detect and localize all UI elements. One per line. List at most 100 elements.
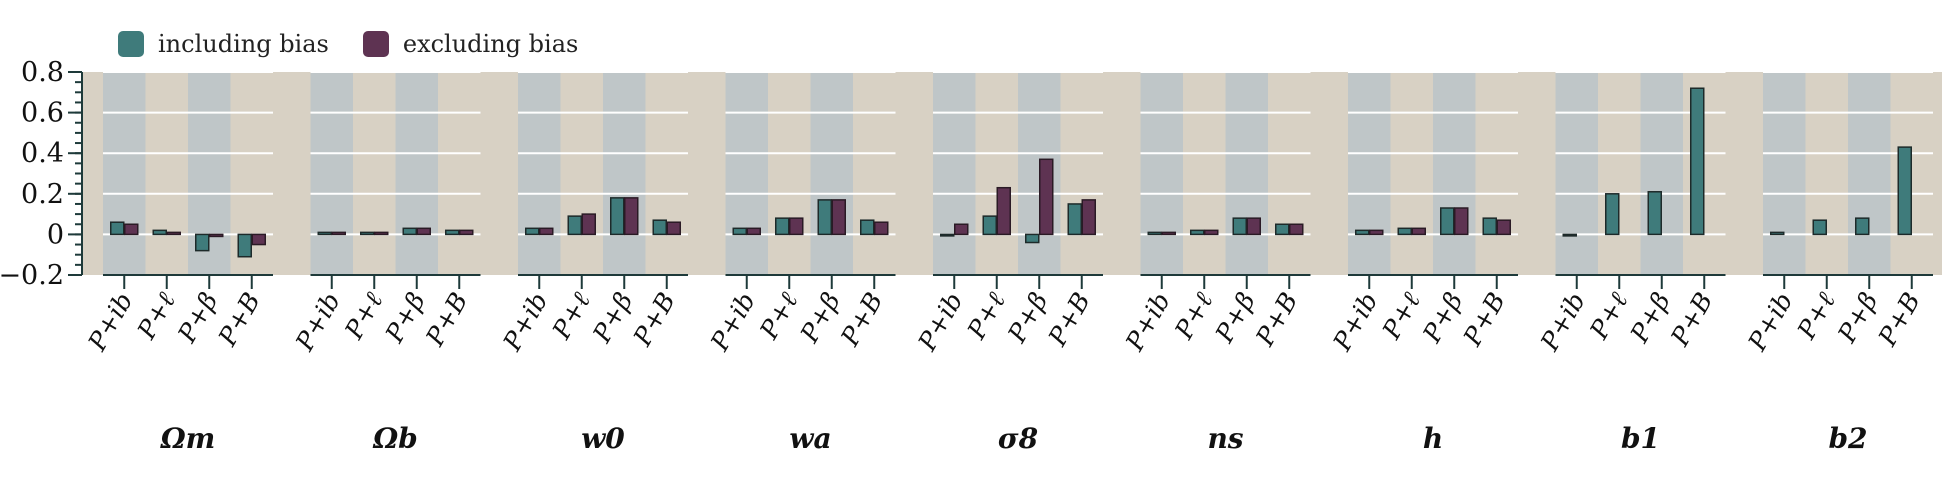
bar-including bbox=[1025, 233, 1040, 244]
bar-including bbox=[732, 227, 747, 236]
panel-cell bbox=[725, 72, 768, 275]
panel-5: P+ibP+ℓP+βP+B σ8 bbox=[912, 71, 1103, 455]
x-tick-label: P+ib bbox=[704, 288, 761, 357]
bar-including bbox=[1812, 219, 1827, 236]
panel-cell bbox=[603, 72, 646, 275]
y-tick-label: 0.2 bbox=[21, 179, 64, 210]
x-tick-label: P+ib bbox=[1327, 288, 1384, 357]
bar-including bbox=[1190, 229, 1205, 236]
panel-cell bbox=[1183, 72, 1226, 275]
panel-cell bbox=[560, 72, 603, 275]
x-tick-label: P+ℓ bbox=[754, 287, 804, 345]
panel-cell bbox=[933, 72, 976, 275]
bar-including bbox=[1605, 193, 1620, 236]
panel-label: Ωm bbox=[160, 422, 216, 455]
bar-excluding bbox=[1454, 207, 1469, 236]
legend-label-excluding: excluding bias bbox=[402, 30, 579, 58]
x-tick-label: P+B bbox=[1042, 288, 1096, 352]
bar-including bbox=[1482, 217, 1497, 236]
x-tick-label: P+ℓ bbox=[546, 287, 596, 345]
panel-label: b2 bbox=[1828, 422, 1867, 455]
y-tick-label: 0.4 bbox=[21, 138, 64, 169]
y-tick-label: 0.6 bbox=[21, 98, 64, 129]
bar-including bbox=[1855, 217, 1870, 236]
x-tick-label: P+β bbox=[379, 288, 431, 349]
legend-item-excluding: excluding bias bbox=[362, 30, 579, 58]
x-tick-label: P+B bbox=[1665, 288, 1719, 352]
x-tick-label: P+B bbox=[1872, 288, 1926, 352]
x-tick-label: P+β bbox=[1209, 288, 1261, 349]
bar-including bbox=[195, 233, 210, 252]
bar-excluding bbox=[789, 217, 804, 236]
panel-cell bbox=[1390, 72, 1433, 275]
bar-including bbox=[860, 219, 875, 236]
bar-excluding bbox=[666, 221, 681, 236]
panel-cell bbox=[145, 72, 188, 275]
bar-excluding bbox=[1081, 199, 1096, 236]
x-tick-label: P+B bbox=[420, 288, 474, 352]
bar-including bbox=[1067, 203, 1082, 236]
bar-excluding bbox=[416, 227, 431, 236]
panel-7: P+ibP+ℓP+βP+B h bbox=[1327, 71, 1518, 455]
x-tick-label: P+ℓ bbox=[961, 287, 1011, 345]
bar-excluding bbox=[331, 231, 346, 236]
bar-excluding bbox=[581, 213, 596, 236]
bar-including bbox=[360, 231, 375, 236]
x-tick-label: P+B bbox=[1457, 288, 1511, 352]
x-tick-label: P+ib bbox=[1742, 288, 1799, 357]
bar-excluding bbox=[539, 227, 554, 236]
x-tick-label: P+B bbox=[1250, 288, 1304, 352]
panel-cell bbox=[1225, 72, 1268, 275]
bar-including bbox=[1147, 231, 1162, 236]
x-tick-label: P+ib bbox=[497, 288, 554, 357]
panel-cell bbox=[1060, 72, 1103, 275]
panel-label: h bbox=[1423, 422, 1443, 455]
bar-including bbox=[1770, 231, 1785, 236]
bar-excluding bbox=[166, 231, 181, 236]
panel-cell bbox=[975, 72, 1018, 275]
bar-excluding bbox=[954, 223, 969, 236]
x-tick-label: P+β bbox=[172, 288, 224, 349]
legend-swatch-excluding bbox=[362, 31, 389, 57]
panel-cell bbox=[1433, 72, 1476, 275]
panel-label: wa bbox=[789, 422, 831, 455]
bar-excluding bbox=[1039, 158, 1054, 236]
legend-item-including: including bias bbox=[118, 30, 329, 58]
x-tick-label: P+β bbox=[1624, 288, 1676, 349]
bar-including bbox=[1275, 223, 1290, 236]
panel-4: P+ibP+ℓP+βP+B wa bbox=[704, 71, 896, 455]
bar-excluding bbox=[209, 233, 224, 238]
panel-cell bbox=[810, 72, 853, 275]
bar-excluding bbox=[1246, 217, 1261, 236]
x-tick-label: P+ib bbox=[289, 288, 346, 357]
panel-label: b1 bbox=[1621, 422, 1660, 455]
bar-including bbox=[652, 219, 667, 236]
panel-label: σ8 bbox=[998, 422, 1038, 455]
x-tick-label: P+B bbox=[835, 288, 889, 352]
bar-including bbox=[940, 233, 955, 237]
bar-excluding bbox=[1161, 231, 1176, 236]
panel-cell bbox=[1348, 72, 1391, 275]
bar-including bbox=[610, 197, 625, 236]
bar-excluding bbox=[374, 231, 389, 236]
x-tick-label: P+ℓ bbox=[339, 287, 389, 345]
panel-cell bbox=[353, 72, 396, 275]
bar-excluding bbox=[1204, 229, 1219, 236]
panel-cell bbox=[1805, 72, 1848, 275]
panel-cell bbox=[853, 72, 896, 275]
panel-2: P+ibP+ℓP+βP+B Ωb bbox=[289, 71, 481, 455]
x-tick-label: P+ℓ bbox=[1584, 287, 1634, 345]
bar-including bbox=[1897, 146, 1912, 236]
bar-excluding bbox=[624, 197, 639, 236]
x-tick-label: P+ib bbox=[82, 288, 139, 357]
bar-excluding bbox=[459, 229, 474, 236]
x-tick-label: P+ib bbox=[1534, 288, 1591, 357]
legend-swatch-including bbox=[118, 31, 144, 57]
panel-cell bbox=[1475, 72, 1518, 275]
bar-excluding bbox=[996, 186, 1011, 236]
x-tick-label: P+ib bbox=[912, 288, 969, 357]
bar-including bbox=[775, 217, 790, 236]
bar-excluding bbox=[874, 221, 889, 236]
bar-including bbox=[1397, 227, 1412, 236]
